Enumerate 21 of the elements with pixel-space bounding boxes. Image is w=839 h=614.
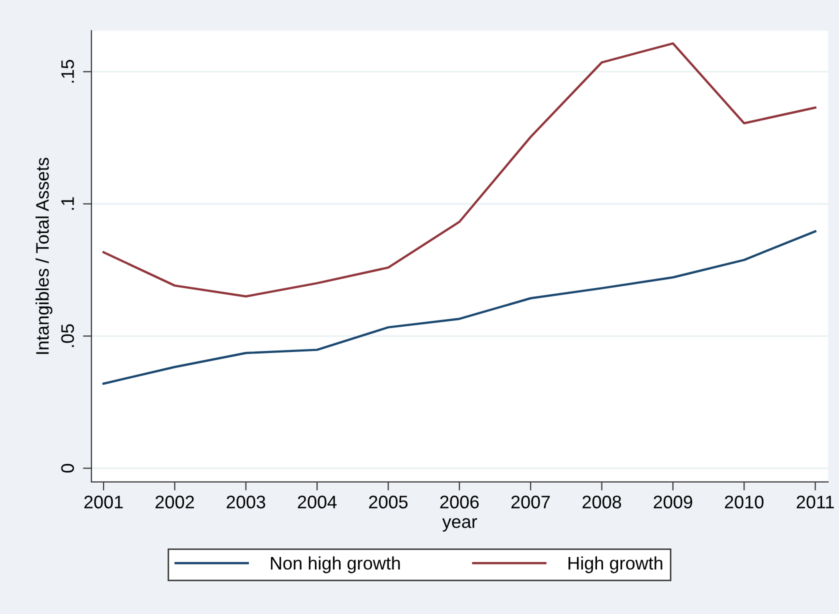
x-tick-label: 2005 bbox=[369, 496, 408, 508]
x-tick-label: 2006 bbox=[440, 496, 479, 508]
y-axis-title: Intangibles / Total Assets bbox=[36, 158, 52, 354]
x-tick-label: 2007 bbox=[511, 496, 550, 508]
legend-label: High growth bbox=[568, 556, 662, 574]
legend-label: Non high growth bbox=[270, 556, 400, 574]
x-tick-label: 2011 bbox=[796, 496, 834, 508]
y-tick-label: .05 bbox=[61, 324, 74, 347]
line-series bbox=[102, 42, 816, 298]
x-tick-label: 2010 bbox=[724, 496, 764, 508]
x-tick-label: 2001 bbox=[84, 496, 123, 508]
y-tick-label: 0 bbox=[61, 464, 74, 473]
y-tick-label: .15 bbox=[61, 60, 74, 83]
x-tick-label: 2003 bbox=[226, 496, 266, 508]
x-tick-label: 2008 bbox=[582, 496, 622, 508]
line-series bbox=[102, 230, 816, 385]
y-tick-label: .1 bbox=[61, 197, 74, 210]
x-tick-label: 2004 bbox=[298, 496, 337, 508]
x-tick-label: 2009 bbox=[654, 496, 692, 508]
x-axis-title: year bbox=[442, 518, 478, 532]
x-tick-label: 2002 bbox=[156, 496, 194, 508]
